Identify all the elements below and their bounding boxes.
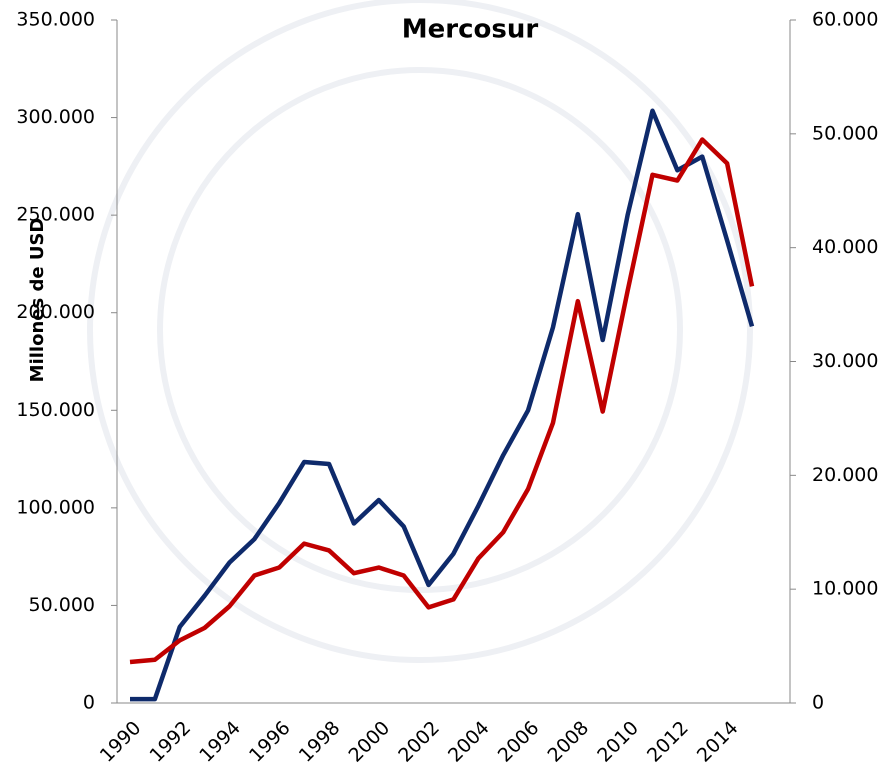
x-tick-label: 1998 [295, 717, 345, 767]
watermark [87, 0, 753, 663]
x-tick-label: 2012 [643, 717, 693, 767]
y2-tick-label: 10.000 [812, 578, 878, 600]
y-tick-label: 250.000 [16, 204, 95, 226]
y-tick-label: 50.000 [29, 594, 95, 616]
y2-tick-label: 60.000 [812, 9, 878, 31]
x-tick-label: 2006 [494, 717, 544, 767]
x-tick-label: 2010 [593, 717, 643, 767]
y2-tick-label: 50.000 [812, 122, 878, 144]
x-tick-label: 1994 [195, 717, 245, 767]
y-tick-label: 100.000 [16, 496, 95, 518]
y2-tick-label: 40.000 [812, 236, 878, 258]
x-tick-label: 2014 [693, 717, 743, 767]
x-tick-label: 1996 [245, 717, 295, 767]
y2-tick-label: 30.000 [812, 350, 878, 372]
y-tick-label: 0 [83, 692, 95, 714]
x-tick-label: 2004 [444, 717, 494, 767]
x-tick-label: 2002 [394, 717, 444, 767]
x-tick-label: 1992 [145, 717, 195, 767]
y-tick-label: 300.000 [16, 106, 95, 128]
x-tick-label: 2000 [344, 717, 394, 767]
y-tick-label: 150.000 [16, 399, 95, 421]
line-series [129, 137, 755, 665]
y-tick-label: 200.000 [16, 301, 95, 323]
y2-tick-label: 0 [812, 692, 824, 714]
line-series [130, 108, 755, 702]
y2-tick-label: 20.000 [812, 464, 878, 486]
y-tick-label: 350.000 [16, 9, 95, 31]
x-tick-label: 2008 [544, 717, 594, 767]
y-axis-label: Millones de USD [27, 218, 48, 383]
x-tick-label: 1990 [96, 717, 146, 767]
chart-title: Mercosur [402, 15, 539, 45]
